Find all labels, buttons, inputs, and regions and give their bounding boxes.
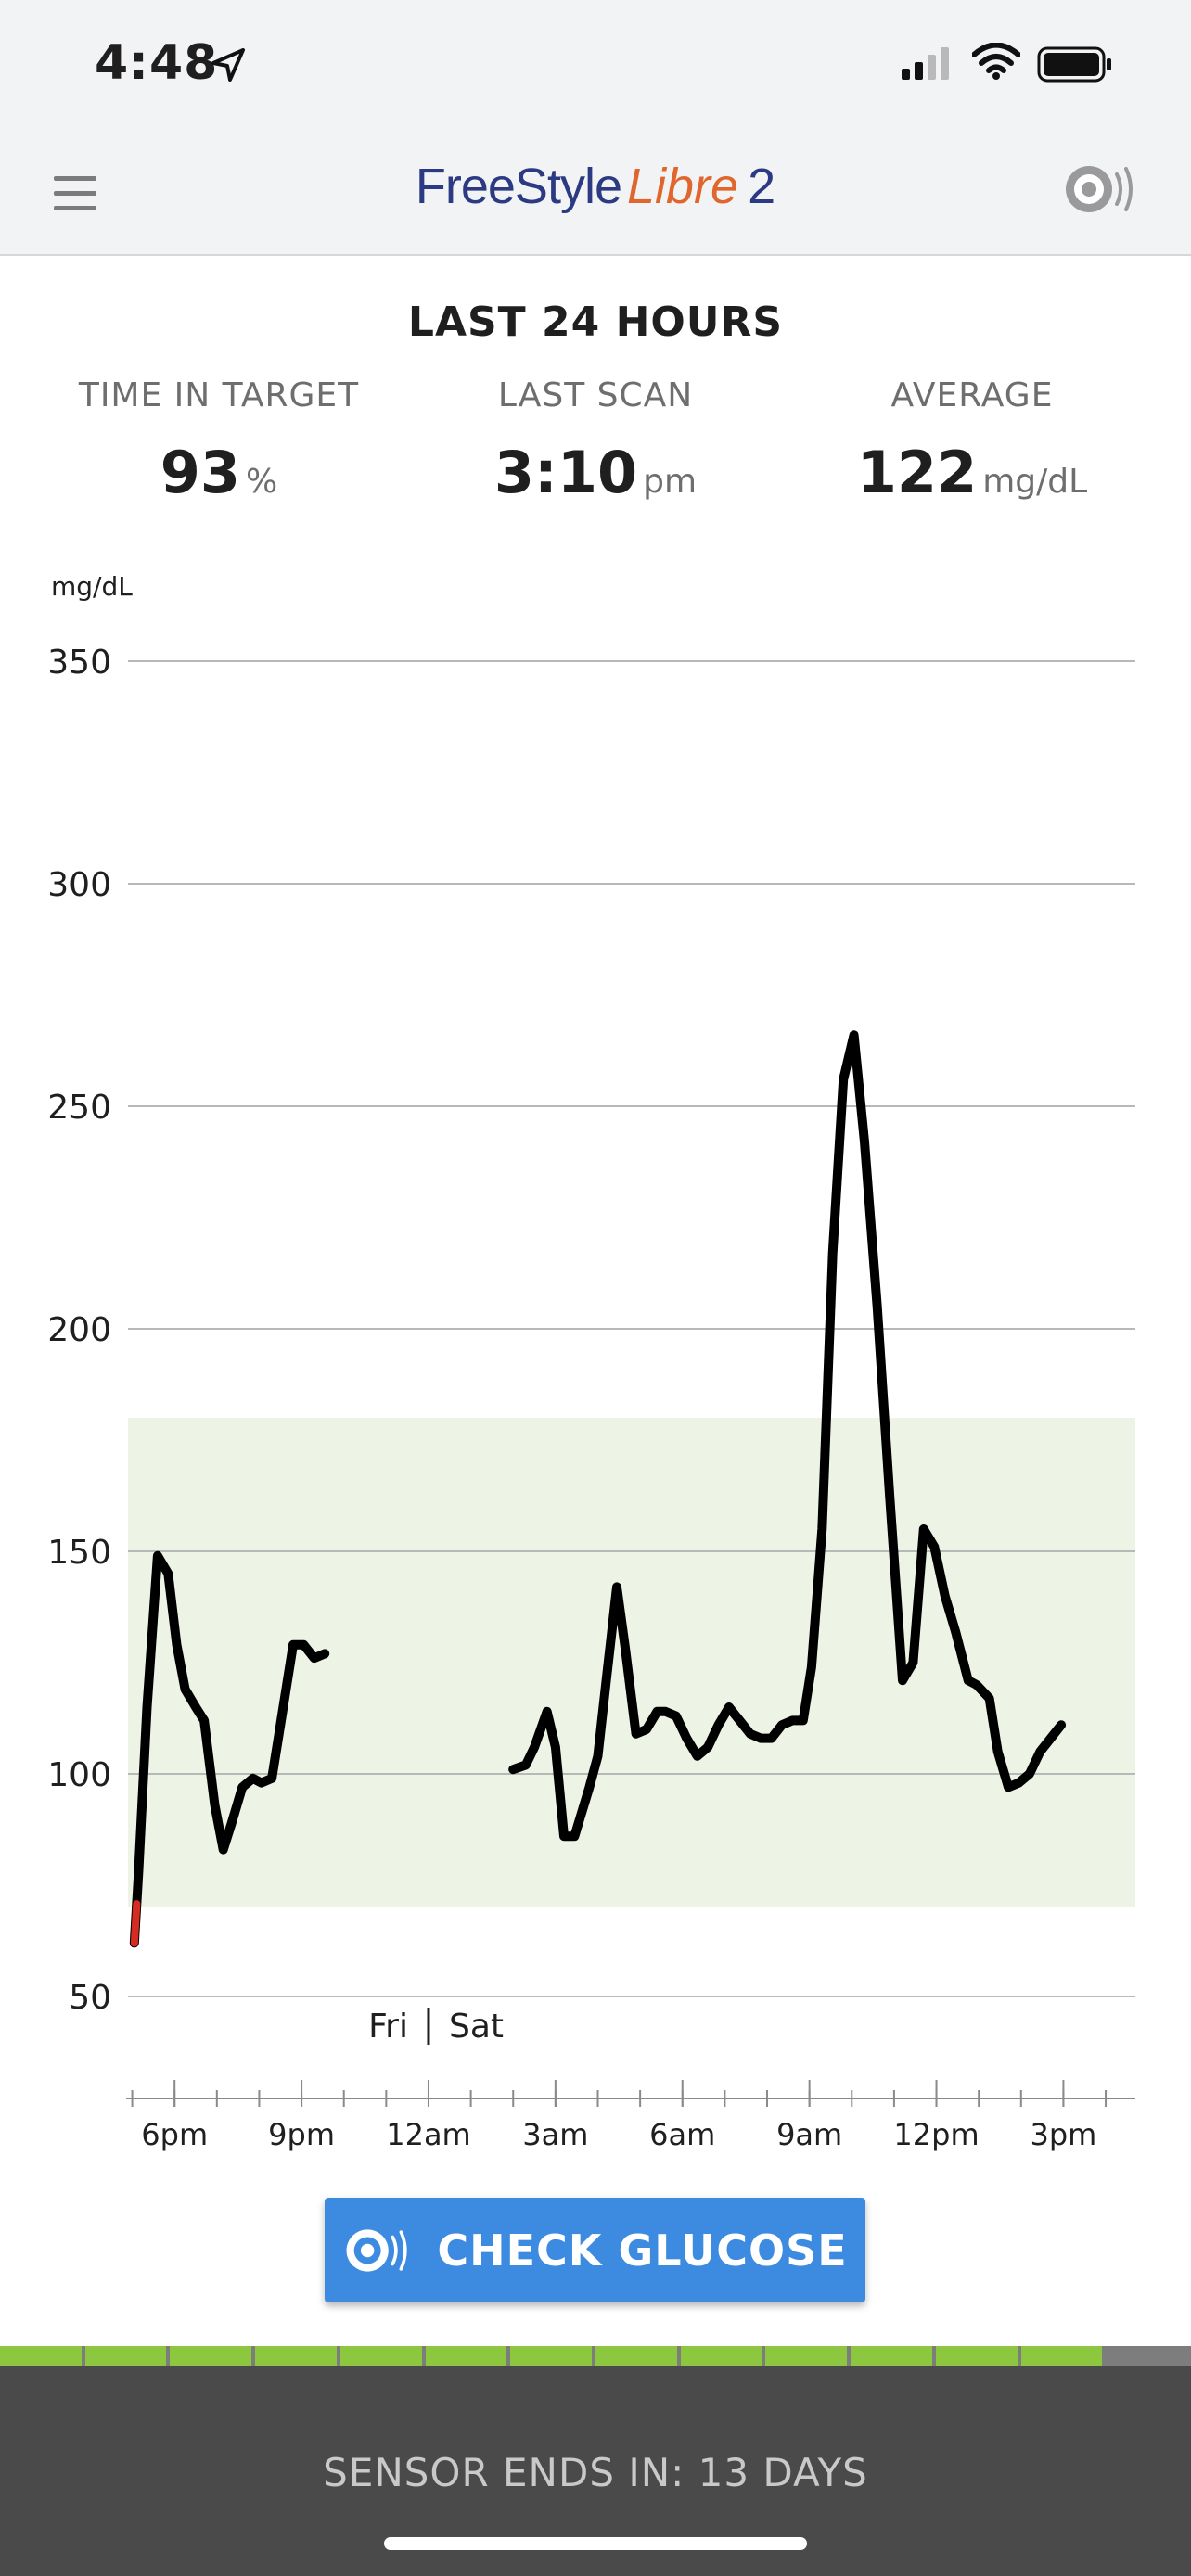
sensor-day-segment	[680, 2346, 762, 2366]
x-tick-label-3pm: 3pm	[1031, 2117, 1097, 2151]
last-scan-unit: pm	[643, 463, 698, 501]
period-heading: LAST 24 HOURS	[407, 299, 784, 346]
x-tick-label-9am: 9am	[776, 2117, 842, 2151]
sensor-life-bar	[0, 2346, 1191, 2366]
average-stat: AVERAGE 122 mg/dL	[787, 376, 1158, 506]
time-in-target-unit: %	[246, 463, 278, 501]
sensor-day-segment	[596, 2346, 677, 2366]
home-indicator[interactable]	[384, 2537, 807, 2550]
top-bar: 4:48 FreeStyle Libre 2	[0, 0, 1191, 256]
y-tick-label-100: 100	[47, 1756, 111, 1794]
low-glucose-marker	[130, 1900, 141, 1947]
y-tick-label-150: 150	[47, 1534, 111, 1572]
glucose-chart: mg/dL 350 300 250 200 150 100 50 6pm 9pm 12am 3am…	[47, 571, 1135, 2151]
x-tick-label-6am: 6am	[649, 2117, 715, 2151]
app-logo: FreeStyle Libre 2	[0, 158, 1191, 215]
sensor-scan-icon[interactable]	[1061, 159, 1139, 219]
sensor-day-segment	[339, 2346, 422, 2366]
y-axis-unit-label: mg/dL	[51, 571, 133, 602]
status-time: 4:48	[95, 35, 219, 91]
x-tick-label-6pm: 6pm	[141, 2117, 208, 2151]
wifi-icon	[972, 43, 1020, 80]
sensor-day-segment	[255, 2346, 337, 2366]
sensor-day-segment	[425, 2346, 507, 2366]
time-in-target-value: 93	[160, 439, 241, 506]
x-tick-label-9pm: 9pm	[268, 2117, 335, 2151]
y-tick-label-300: 300	[47, 866, 111, 904]
y-tick-label-350: 350	[47, 644, 111, 682]
average-value: 122	[856, 439, 978, 506]
day-label-fri: Fri	[368, 2008, 408, 2046]
sensor-day-segment	[510, 2346, 592, 2366]
sensor-day-segment	[851, 2346, 932, 2366]
sensor-day-segment	[84, 2346, 167, 2366]
menu-button[interactable]	[54, 176, 96, 213]
y-tick-label-200: 200	[47, 1311, 111, 1349]
x-tick-label-12pm: 12pm	[893, 2117, 979, 2151]
hamburger-menu-icon	[54, 176, 96, 181]
x-tick-label-12am: 12am	[386, 2117, 471, 2151]
sensor-day-segment	[170, 2346, 252, 2366]
y-tick-label-50: 50	[69, 1979, 111, 2017]
time-in-target-label: TIME IN TARGET	[78, 376, 360, 414]
last-scan-value: 3:10	[493, 439, 638, 506]
check-glucose-button[interactable]: CHECK GLUCOSE	[325, 2198, 865, 2302]
time-in-target-stat: TIME IN TARGET 93%	[33, 376, 404, 506]
sensor-day-segment	[935, 2346, 1018, 2366]
last-scan-label: LAST SCAN	[497, 376, 694, 414]
glucose-line-segment-1	[129, 1550, 330, 1948]
check-glucose-label: CHECK GLUCOSE	[437, 2225, 848, 2276]
brand-version: 2	[748, 159, 776, 214]
sensor-ends-text: SENSOR ENDS IN: 13 DAYS	[323, 2450, 868, 2495]
last-scan-stat: LAST SCAN 3:10 pm	[410, 376, 781, 506]
x-tick-label-3am: 3am	[522, 2117, 588, 2151]
sensor-day-segment	[0, 2346, 82, 2366]
day-label-sat: Sat	[449, 2008, 504, 2046]
sensor-day-segment	[765, 2346, 848, 2366]
cellular-signal-icon	[902, 47, 949, 80]
average-label: AVERAGE	[890, 376, 1054, 414]
brand-libre: Libre	[626, 159, 739, 214]
brand-freestyle: FreeStyle	[415, 159, 622, 214]
sensor-day-segment	[1020, 2346, 1103, 2366]
glucose-line-segment-2	[508, 1030, 1067, 1842]
y-tick-label-250: 250	[47, 1089, 111, 1127]
average-unit: mg/dL	[982, 463, 1088, 501]
battery-icon	[1037, 46, 1111, 83]
sensor-scan-icon	[346, 2228, 408, 2272]
location-arrow-icon	[211, 48, 245, 82]
